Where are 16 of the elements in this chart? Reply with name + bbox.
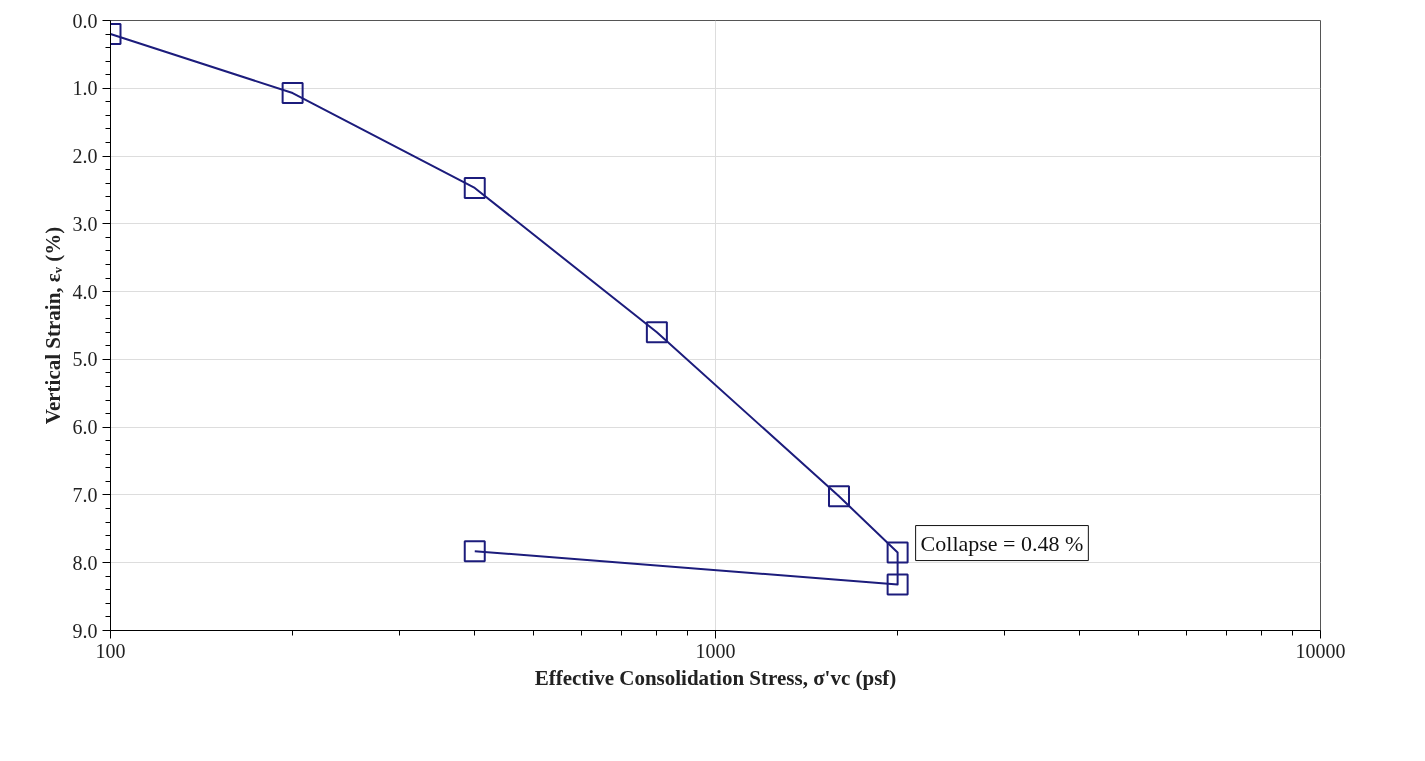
y-axis-title: Vertical Strain, εᵥ (%) — [40, 226, 65, 425]
x-tick-label: 10000 — [1295, 639, 1346, 662]
annotation: Collapse = 0.48 % — [920, 530, 1084, 556]
y-tick-label: 2.0 — [72, 145, 98, 168]
y-tick-label: 0.0 — [72, 9, 98, 32]
x-tick-label: 1000 — [695, 639, 736, 662]
y-tick-label: 7.0 — [72, 483, 98, 506]
y-tick-label: 4.0 — [72, 280, 98, 303]
y-tick-label: 1.0 — [72, 77, 98, 100]
y-tick-label: 3.0 — [72, 212, 98, 235]
y-tick-label: 5.0 — [72, 348, 98, 371]
y-tick-label: 6.0 — [72, 416, 98, 439]
x-axis-title: Effective Consolidation Stress, σ'vc (psf) — [534, 665, 897, 690]
x-tick-label: 100 — [95, 639, 126, 662]
y-tick-label: 8.0 — [72, 551, 98, 574]
y-tick-label: 9.0 — [72, 619, 98, 642]
